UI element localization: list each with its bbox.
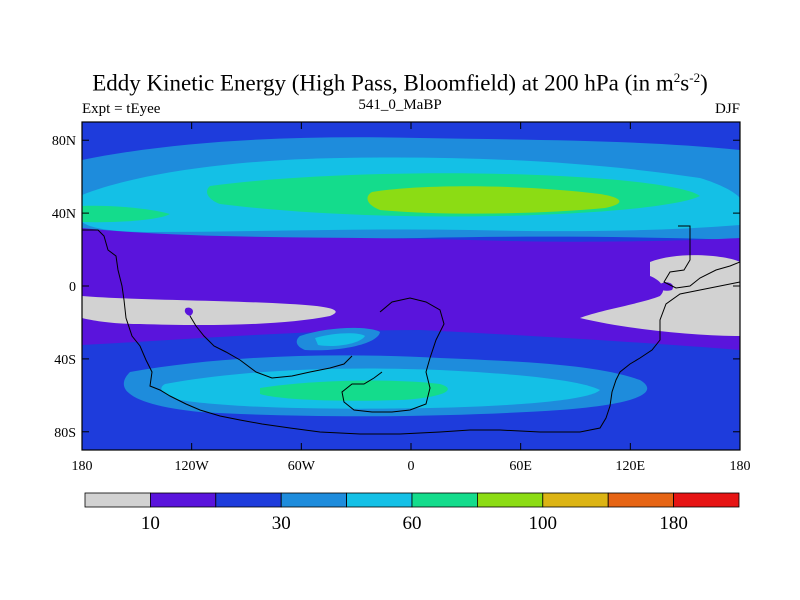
colorbar-label: 180 bbox=[659, 513, 688, 534]
band-south-inner bbox=[260, 380, 448, 401]
colorbar-box bbox=[215, 492, 282, 508]
y-tick-label: 40S bbox=[54, 353, 76, 368]
x-tick-label: 180 bbox=[72, 459, 93, 474]
x-axis: 180 120W 60W 0 60E 120E 180 bbox=[72, 122, 751, 474]
coastline-south-america-inner bbox=[189, 315, 353, 379]
colorbar-box bbox=[84, 492, 151, 508]
x-tick-label: 180 bbox=[730, 459, 751, 474]
low-region-tropical-pacific bbox=[82, 296, 336, 326]
colorbar-box bbox=[607, 492, 675, 508]
experiment-label: Expt = tEyee bbox=[82, 101, 161, 117]
y-tick-label: 80S bbox=[54, 426, 76, 441]
x-tick-label: 60E bbox=[509, 459, 532, 474]
season-label: DJF bbox=[714, 101, 740, 117]
run-label: 541_0_MaBP bbox=[358, 97, 442, 113]
y-tick-label: 0 bbox=[69, 280, 76, 295]
colorbar-box bbox=[476, 492, 544, 508]
low-region-small-1 bbox=[184, 307, 193, 316]
coastlines bbox=[82, 225, 740, 435]
colorbar-box bbox=[346, 492, 413, 508]
x-tick-label: 120E bbox=[616, 459, 646, 474]
colorbar-box bbox=[149, 492, 217, 508]
coastline-africa bbox=[341, 297, 445, 413]
colorbar: 10 30 60 100 180 bbox=[84, 492, 740, 534]
band-north-core bbox=[367, 186, 620, 214]
band-south-pacific-inner bbox=[315, 333, 365, 346]
x-tick-label: 120W bbox=[175, 459, 210, 474]
colorbar-box bbox=[411, 492, 478, 508]
coastline-americas bbox=[82, 229, 740, 435]
y-tick-label: 80N bbox=[52, 134, 76, 149]
x-tick-label: 0 bbox=[408, 459, 415, 474]
y-axis: 80N 40N 0 40S 80S bbox=[52, 134, 740, 441]
colorbar-label: 30 bbox=[272, 513, 291, 534]
colorbar-label: 100 bbox=[529, 513, 558, 534]
x-tick-label: 60W bbox=[288, 459, 316, 474]
colorbar-box bbox=[542, 492, 609, 508]
y-tick-label: 40N bbox=[52, 207, 76, 222]
colorbar-label: 60 bbox=[403, 513, 422, 534]
colorbar-label: 10 bbox=[141, 513, 160, 534]
coastline-asia bbox=[663, 225, 740, 289]
colorbar-box bbox=[280, 492, 348, 508]
chart-title: Eddy Kinetic Energy (High Pass, Bloomfie… bbox=[92, 70, 708, 96]
colorbar-box bbox=[673, 492, 740, 508]
low-region-maritime bbox=[580, 255, 740, 336]
